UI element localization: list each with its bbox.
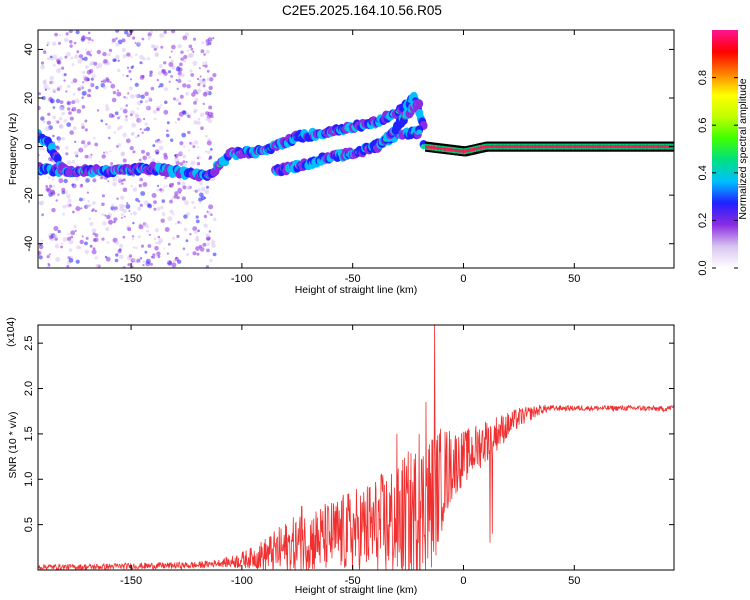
colorbar-tick-label: 0.6 bbox=[697, 118, 709, 133]
colorbar-tick-label: 0.8 bbox=[697, 70, 709, 85]
colorbar-ticks: 0.0 0.2 0.4 0.6 0.8 bbox=[697, 70, 738, 276]
colorbar: 0.0 0.2 0.4 0.6 0.8 Normalized spectral ampl… bbox=[697, 30, 749, 276]
y-tick-label: 20 bbox=[23, 92, 35, 104]
colorbar-gradient bbox=[712, 30, 738, 268]
x-tick-label: -100 bbox=[231, 575, 253, 587]
x-tick-label: -100 bbox=[231, 273, 253, 285]
x-tick-label: 50 bbox=[568, 273, 580, 285]
x-tick-label: 50 bbox=[568, 575, 580, 587]
y-tick-label: 1.5 bbox=[23, 426, 35, 441]
spectrogram-ticks: -150 -100 -50 0 50 -40 -20 0 20 40 bbox=[23, 30, 674, 285]
spectrogram-heatmap bbox=[38, 30, 674, 268]
colorbar-tick-label: 0.4 bbox=[697, 165, 709, 180]
colorbar-tick-label: 0.0 bbox=[697, 260, 709, 275]
x-tick-label: -50 bbox=[345, 575, 361, 587]
snr-y-multiplier: (x104) bbox=[5, 317, 17, 347]
y-tick-label: 40 bbox=[23, 43, 35, 55]
snr-ticks: -150 -100 -50 0 50 0.5 1.0 1.5 2.0 2.5 bbox=[23, 325, 674, 587]
x-tick-label: 0 bbox=[460, 575, 466, 587]
colorbar-tick-label: 0.2 bbox=[697, 213, 709, 228]
spectrogram-y-label: Frequency (Hz) bbox=[7, 113, 19, 185]
chart-title: C2E5.2025.164.10.56.R05 bbox=[282, 3, 442, 18]
spectrogram-x-label: Height of straight line (km) bbox=[295, 284, 418, 296]
x-tick-label: -50 bbox=[345, 273, 361, 285]
y-tick-label: -40 bbox=[23, 236, 35, 252]
x-tick-label: -150 bbox=[120, 575, 142, 587]
spectrogram-panel: -150 -100 -50 0 50 -40 -20 0 20 40 Height of stra… bbox=[7, 29, 675, 296]
x-tick-label: 0 bbox=[460, 273, 466, 285]
y-tick-label: 1.0 bbox=[23, 472, 35, 487]
y-tick-label: 0 bbox=[23, 144, 35, 150]
snr-panel: -150 -100 -50 0 50 0.5 1.0 1.5 2.0 2.5 Height of … bbox=[5, 317, 675, 596]
snr-series-line bbox=[38, 325, 674, 570]
spectrogram-frame bbox=[37, 29, 675, 269]
y-tick-label: 0.5 bbox=[23, 517, 35, 532]
y-tick-label: 2.5 bbox=[23, 335, 35, 350]
x-tick-label: -150 bbox=[120, 273, 142, 285]
y-tick-label: 2.0 bbox=[23, 381, 35, 396]
colorbar-label: Normalized spectral amplitude bbox=[737, 78, 749, 219]
snr-x-label: Height of straight line (km) bbox=[295, 584, 418, 596]
snr-y-label: SNR (10 * v/v) bbox=[7, 411, 19, 478]
snr-frame bbox=[37, 324, 675, 571]
y-tick-label: -20 bbox=[23, 187, 35, 203]
